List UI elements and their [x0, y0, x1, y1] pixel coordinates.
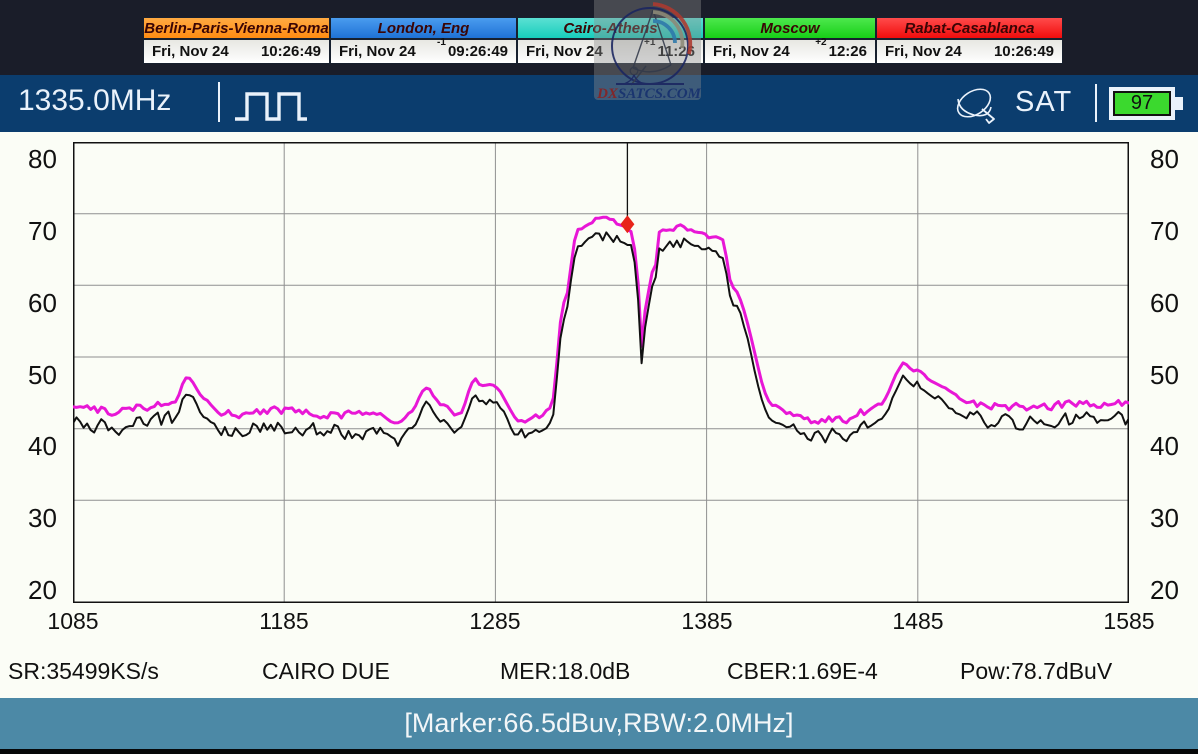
svg-text:DXSATCS.COM: DXSATCS.COM [596, 86, 701, 102]
